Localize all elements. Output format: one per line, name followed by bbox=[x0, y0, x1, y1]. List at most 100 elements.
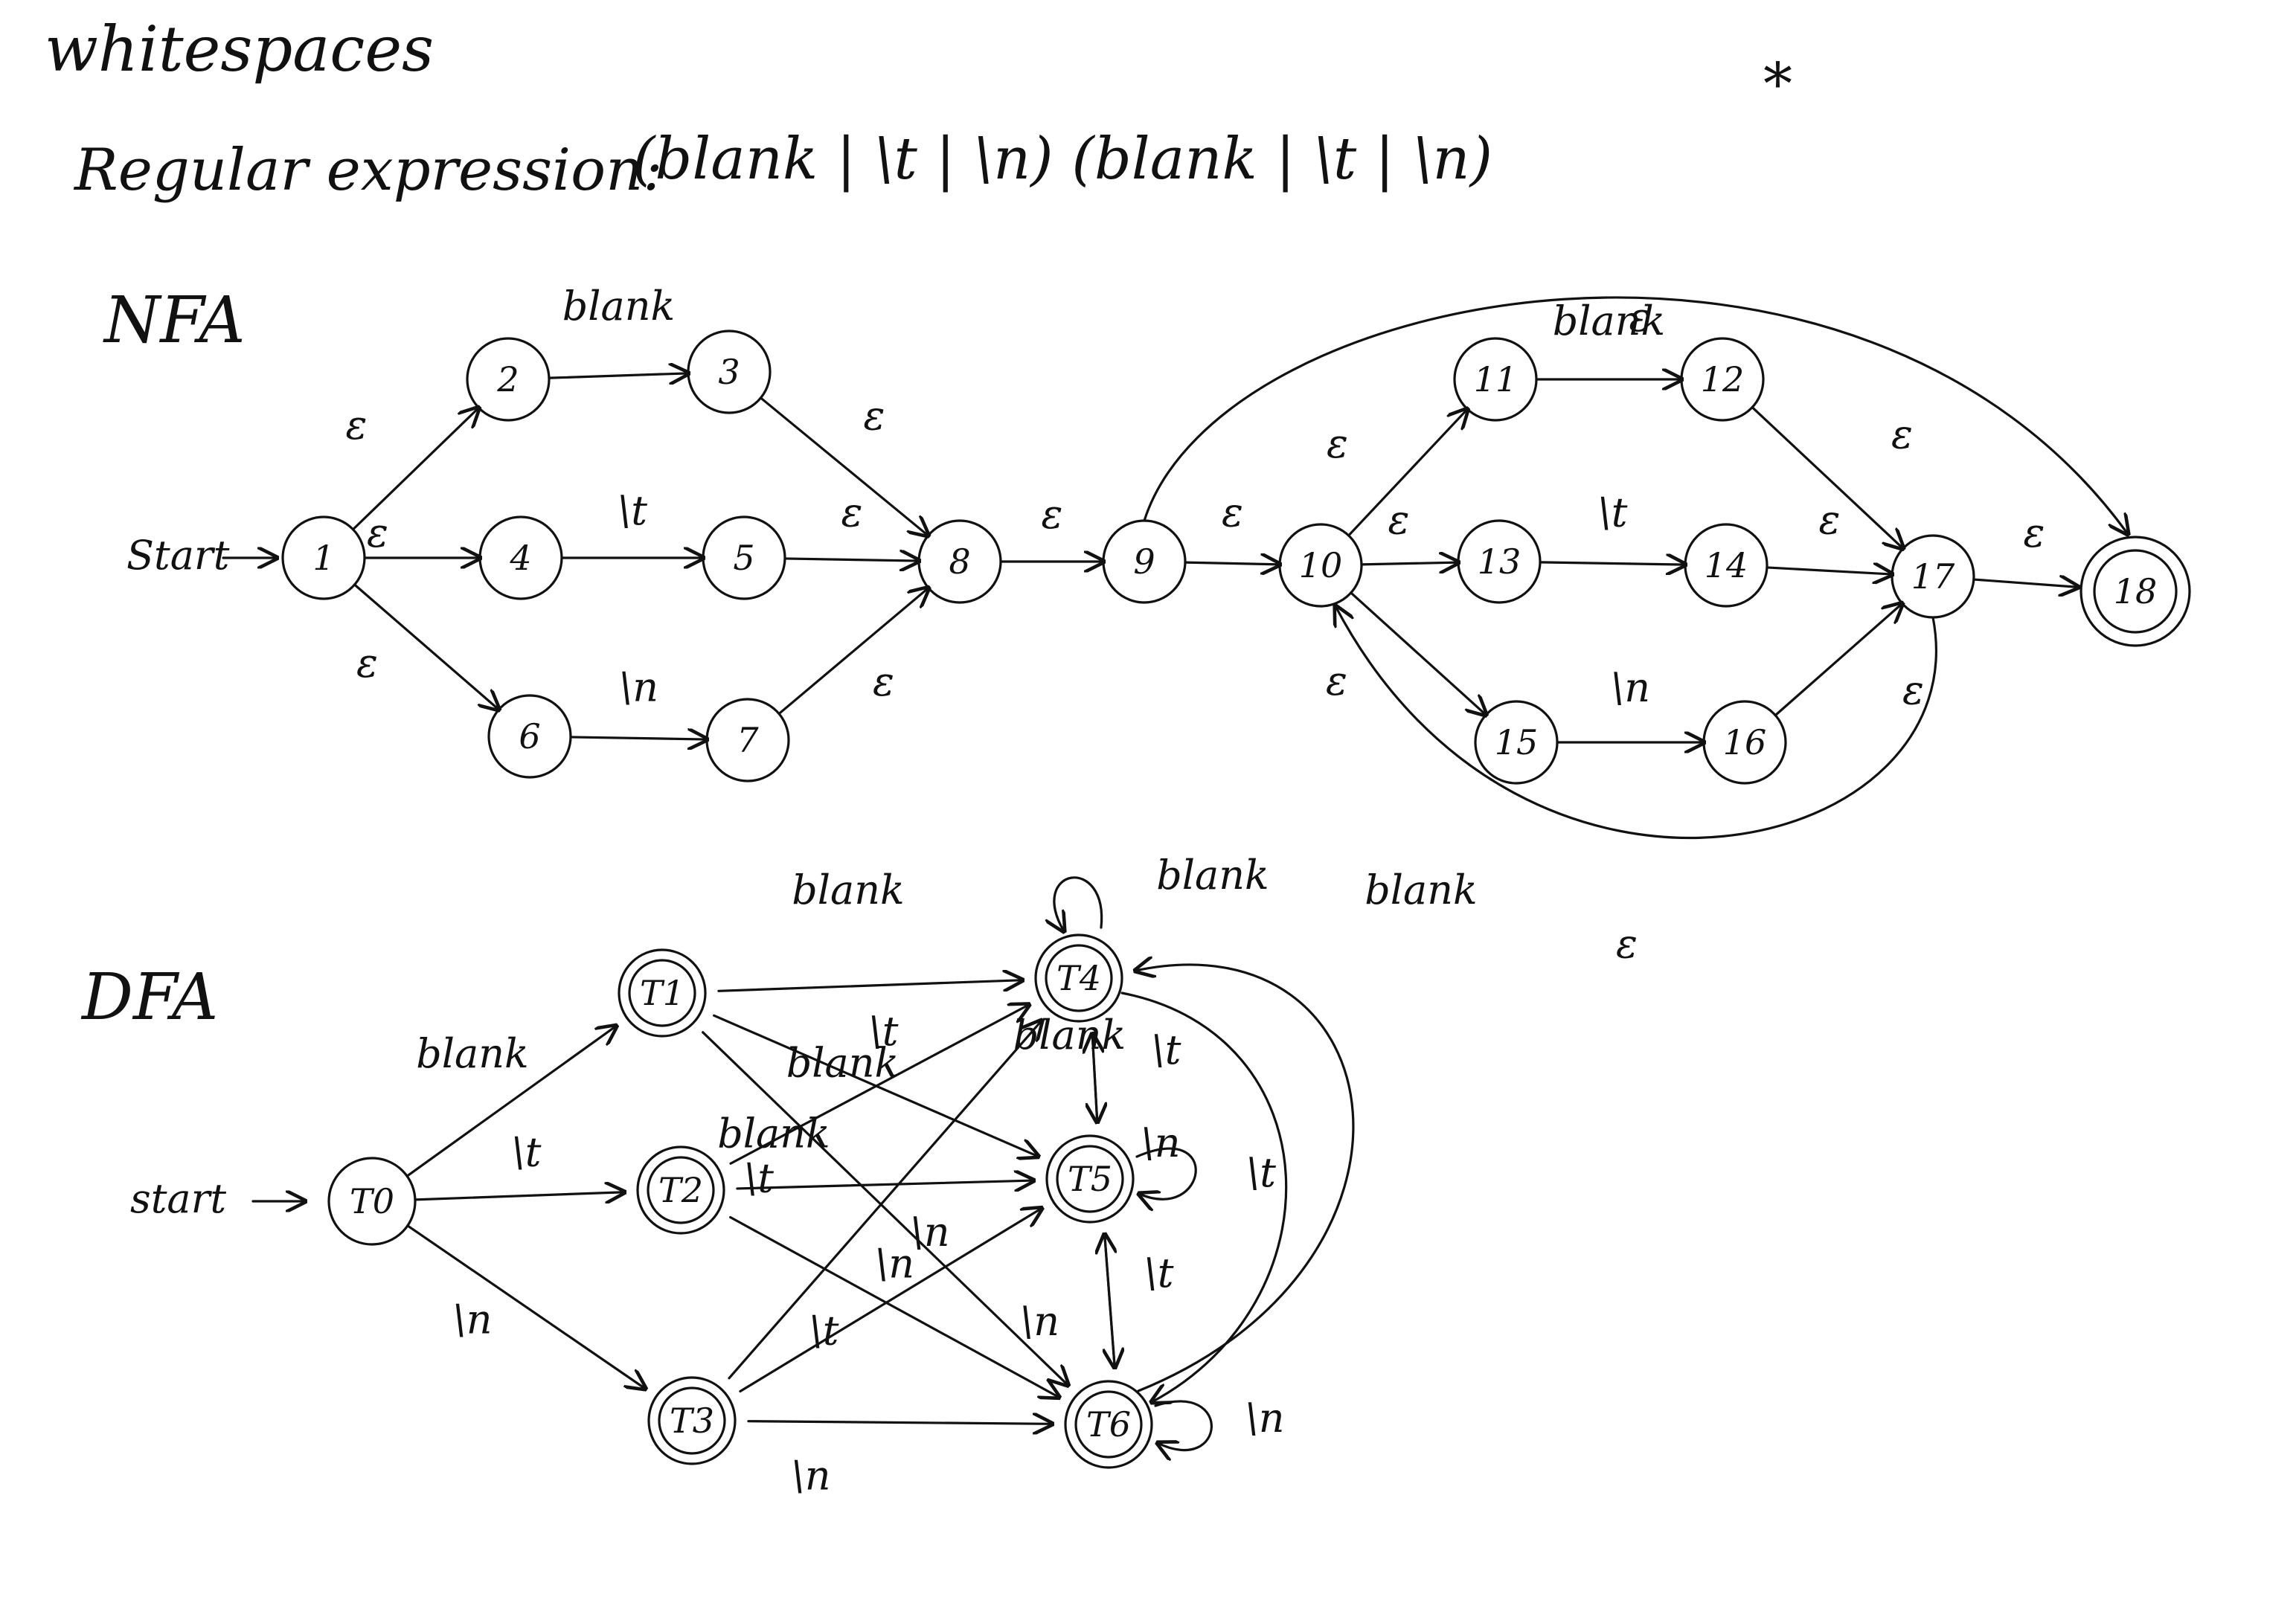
nfa-state-6 bbox=[487, 694, 572, 779]
dfa-edge-T2-T6 bbox=[729, 1215, 1059, 1398]
dfa-state-label-T1: T1 bbox=[640, 973, 684, 1013]
dfa-state-T4-accepting-ring bbox=[1045, 944, 1113, 1012]
dfa-edge-label-T6-T5: \t bbox=[1144, 1250, 1174, 1296]
dfa-edge-label-T3-T4: blank bbox=[717, 1111, 830, 1157]
nfa-edge-label-10-15: ε bbox=[1326, 658, 1347, 704]
nfa-state-13 bbox=[1457, 519, 1542, 604]
dfa-start-label: start bbox=[130, 1175, 226, 1222]
regex-kleene-star: * bbox=[1763, 51, 1792, 118]
nfa-start-label: Start bbox=[126, 532, 230, 579]
nfa-edge-13-14 bbox=[1539, 562, 1685, 565]
dfa-edge-label-T1-T5: \t bbox=[869, 1008, 899, 1055]
nfa-state-label-8: 8 bbox=[949, 541, 970, 582]
dfa-edge-T0-T3 bbox=[406, 1224, 646, 1389]
nfa-state-2 bbox=[466, 337, 551, 422]
nfa-edge-17-10 bbox=[1335, 606, 1937, 840]
nfa-state-11 bbox=[1453, 337, 1538, 422]
nfa-edge-6-7 bbox=[569, 737, 707, 739]
nfa-edge-12-17 bbox=[1751, 405, 1903, 549]
nfa-state-label-14: 14 bbox=[1705, 545, 1748, 585]
dfa-state-label-T6: T6 bbox=[1086, 1404, 1131, 1444]
dfa-edge-T1-T6 bbox=[702, 1031, 1068, 1385]
nfa-edge-label-12-17: ε bbox=[1891, 411, 1913, 458]
nfa-edge-16-17 bbox=[1774, 603, 1902, 717]
dfa-diagram: blank\t\nblank\t\nblank\t\nblank\t\nblan… bbox=[327, 852, 1478, 1500]
nfa-edge-label-14-17: ε bbox=[1819, 497, 1841, 544]
nfa-edge-label-10-13: ε bbox=[1388, 497, 1410, 544]
dfa-state-T5-accepting-ring bbox=[1056, 1145, 1124, 1213]
dfa-edge-T4-T4 bbox=[1054, 876, 1103, 931]
dfa-edge-label-T0-T2: \t bbox=[512, 1129, 542, 1176]
nfa-edge-10-13 bbox=[1360, 562, 1458, 565]
nfa-edge-label-6-7: \n bbox=[619, 664, 658, 711]
dfa-edge-label-T4-T4: blank bbox=[1156, 852, 1269, 899]
dfa-edge-T3-T4 bbox=[728, 1021, 1042, 1380]
dfa-state-label-T2: T2 bbox=[658, 1170, 703, 1210]
nfa-edge-label-17-18: ε bbox=[2024, 510, 2045, 556]
regex-expression: (blank | \t | \n) (blank | \t | \n) bbox=[632, 126, 1492, 193]
dfa-edge-label-T6-T6: \n bbox=[1245, 1395, 1285, 1442]
dfa-edge-T3-T6 bbox=[747, 1421, 1052, 1424]
dfa-edge-T2-T4 bbox=[729, 1005, 1029, 1165]
page-heading: whitespaces bbox=[45, 13, 434, 86]
nfa-edge-label-2-3: blank bbox=[562, 283, 676, 330]
nfa-edge-1-2 bbox=[351, 408, 479, 531]
nfa-edge-2-3 bbox=[548, 373, 688, 378]
dfa-state-T6 bbox=[1064, 1380, 1153, 1469]
regex-prefix: Regular expression: bbox=[73, 137, 663, 204]
nfa-edge-3-8 bbox=[759, 396, 928, 536]
nfa-edge-label-7-8: ε bbox=[873, 658, 894, 705]
nfa-edge-label-11-12: blank bbox=[1553, 298, 1666, 344]
dfa-state-T2-accepting-ring bbox=[647, 1156, 715, 1224]
nfa-edge-label-15-16: \n bbox=[1611, 664, 1650, 711]
dfa-edge-label-T5-T6: \n bbox=[1020, 1298, 1059, 1345]
nfa-edge-label-1-2: ε bbox=[346, 402, 368, 449]
dfa-edge-label-T0-T1: blank bbox=[416, 1030, 529, 1077]
dfa-state-T4 bbox=[1034, 933, 1123, 1023]
nfa-state-8 bbox=[917, 519, 1002, 604]
dfa-state-label-T4: T4 bbox=[1056, 958, 1101, 998]
nfa-state-label-5: 5 bbox=[733, 538, 754, 578]
dfa-edge-label-T2-T5: \t bbox=[744, 1155, 774, 1202]
nfa-state-15 bbox=[1474, 700, 1559, 785]
nfa-edge-10-11 bbox=[1347, 409, 1468, 537]
dfa-edge-label-T2-T6: \n bbox=[875, 1241, 914, 1288]
nfa-edge-17-18 bbox=[1972, 579, 2078, 587]
dfa-edge-label-T4-T5: \t bbox=[1152, 1026, 1181, 1073]
nfa-edge-label-1-4: ε bbox=[367, 510, 388, 556]
nfa-edge-label-13-14: \t bbox=[1598, 489, 1628, 536]
dfa-edge-T1-T4 bbox=[717, 980, 1022, 992]
nfa-state-18 bbox=[2093, 549, 2178, 634]
nfa-edge-9-10 bbox=[1184, 562, 1280, 565]
dfa-edge-T5-T5 bbox=[1137, 1147, 1197, 1199]
nfa-state-9 bbox=[1102, 519, 1187, 604]
nfa-state-label-18: 18 bbox=[2114, 571, 2158, 611]
nfa-edge-1-6 bbox=[353, 583, 499, 710]
dfa-state-label-T0: T0 bbox=[350, 1181, 394, 1221]
dfa-edge-T6-T5 bbox=[1105, 1235, 1115, 1369]
nfa-state-label-4: 4 bbox=[509, 538, 531, 578]
nfa-edge-label-3-8: ε bbox=[864, 393, 885, 440]
nfa-edge-7-8 bbox=[777, 588, 929, 716]
nfa-state-3 bbox=[687, 330, 772, 414]
nfa-edge-label-10-11: ε bbox=[1327, 420, 1348, 467]
dfa-edge-T0-T2 bbox=[414, 1192, 624, 1200]
nfa-state-label-6: 6 bbox=[519, 716, 540, 756]
nfa-state-10 bbox=[1278, 523, 1363, 608]
nfa-state-label-1: 1 bbox=[312, 538, 334, 578]
dfa-edge-T3-T5 bbox=[739, 1208, 1042, 1393]
dfa-edge-T6-T6 bbox=[1155, 1400, 1213, 1450]
nfa-edge-10-15 bbox=[1350, 591, 1486, 715]
dfa-edge-label-T1-T4: blank bbox=[792, 867, 905, 913]
dfa-edge-label-T4-T6: \n bbox=[1141, 1119, 1181, 1166]
dfa-edge-T5-T4 bbox=[1092, 1034, 1097, 1123]
nfa-state-18-accepting-ring bbox=[2079, 536, 2191, 647]
dfa-edge-label-T5-T5: \t bbox=[1246, 1149, 1276, 1196]
dfa-title: DFA bbox=[80, 960, 218, 1035]
nfa-state-label-3: 3 bbox=[718, 352, 740, 392]
dfa-state-label-T5: T5 bbox=[1068, 1159, 1112, 1199]
dfa-state-T3 bbox=[647, 1376, 737, 1465]
dfa-state-T3-accepting-ring bbox=[658, 1386, 726, 1455]
nfa-edge-14-17 bbox=[1766, 568, 1892, 574]
